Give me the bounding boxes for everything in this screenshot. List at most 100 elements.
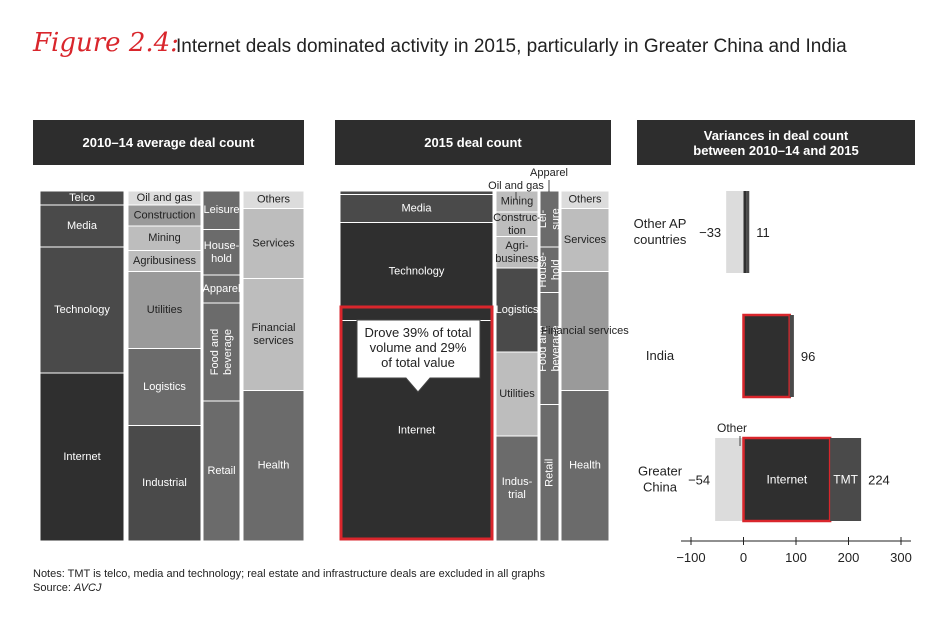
figure-label: Figure 2.4: — [33, 28, 179, 58]
source-name: AVCJ — [73, 582, 102, 594]
right-panel-title-line2: between 2010–14 and 2015 — [693, 142, 859, 158]
variance-positive-value-india: 96 — [801, 349, 815, 364]
left-label-industrial: Industrial — [142, 477, 187, 489]
annotation-oil-and-gas: Oil and gas — [488, 180, 544, 192]
middle-label-retail: Retail — [543, 459, 555, 487]
callout-line-3: of total value — [381, 355, 455, 370]
left-mekko-chart: Telco Media Technology Internet Oil and gas C… — [39, 190, 305, 542]
middle-panel-header: 2015 deal count — [335, 120, 611, 165]
middle-label-mining: Mining — [501, 195, 533, 207]
variance-category-india: India — [646, 348, 675, 363]
variance-bar-negative-other-ap-countries — [726, 191, 744, 273]
variance-positive-value-greater-china: 224 — [868, 473, 890, 488]
middle-label-financial-services: Financial services — [541, 325, 629, 337]
left-segment-technology — [39, 246, 125, 374]
middle-label-logistics: Logistics — [496, 304, 539, 316]
variance-chart: −100 0 100 200 300 Other AP countries −33 11 Indi… — [634, 191, 912, 565]
left-segment-internet — [39, 372, 125, 542]
left-segment-apparel — [202, 274, 241, 304]
left-segment-media — [39, 204, 125, 248]
variance-positive-value-other-ap-countries: 11 — [756, 225, 770, 240]
middle-label-media: Media — [402, 202, 433, 214]
right-panel-header: Variances in deal count between 2010–14 … — [637, 120, 915, 165]
left-label-services: Services — [252, 237, 295, 249]
middle-segment-agribusiness — [495, 236, 539, 269]
middle-label-industrial: Indus-trial — [502, 476, 533, 501]
variance-tick-label: 0 — [740, 550, 747, 565]
middle-label-services: Services — [564, 234, 607, 246]
left-label-food-and-beverage: Food andbeverage — [209, 329, 234, 375]
left-label-health: Health — [258, 460, 290, 472]
left-label-leisure: Leisure — [203, 204, 239, 216]
left-segment-health — [242, 390, 305, 542]
middle-segment-utilities — [495, 351, 539, 437]
left-label-apparel: Apparel — [203, 283, 241, 295]
variance-bar-positive-tail-other-ap-countries — [746, 191, 750, 273]
left-label-others: Others — [257, 194, 291, 206]
left-segment-financial-services — [242, 278, 305, 391]
left-label-construction: Construction — [134, 209, 196, 221]
left-segment-food-and-beverage — [202, 302, 241, 402]
middle-label-internet: Internet — [398, 425, 435, 437]
middle-panel-title: 2015 deal count — [424, 135, 522, 150]
middle-label-utilities: Utilities — [499, 388, 535, 400]
left-panel-header: 2010–14 average deal count — [33, 120, 304, 165]
left-label-household: House-hold — [204, 240, 240, 265]
left-segment-utilities — [127, 271, 202, 349]
left-label-internet: Internet — [63, 451, 100, 463]
left-label-oil-and-gas: Oil and gas — [137, 192, 193, 204]
middle-segment-construction — [495, 211, 539, 237]
middle-segment-logistics — [495, 267, 539, 353]
left-label-media: Media — [67, 220, 98, 232]
left-label-logistics: Logistics — [143, 381, 186, 393]
variance-bar-other — [715, 438, 744, 521]
left-label-technology: Technology — [54, 304, 110, 316]
variance-bar-positive-india — [742, 313, 791, 399]
left-label-financial-services: Financial services — [251, 322, 295, 347]
variance-bar-positive-tail-india — [789, 315, 794, 397]
right-panel-title-line1: Variances in deal count — [703, 127, 849, 143]
callout-line-1: Drove 39% of total — [365, 325, 472, 340]
variance-negative-value-other-ap-countries: −33 — [699, 225, 721, 240]
middle-segment-technology — [339, 222, 494, 321]
callout-box — [356, 319, 481, 393]
middle-label-household: House-hold — [537, 252, 562, 288]
variance-tick-label: −100 — [676, 550, 705, 565]
variance-segment-label-other: Other — [717, 421, 747, 435]
variance-bar-internet — [742, 436, 832, 523]
middle-segment-blank — [339, 190, 494, 195]
internet-highlight — [339, 305, 494, 541]
left-segment-industrial — [127, 425, 202, 542]
left-label-agribusiness: Agribusiness — [133, 255, 196, 267]
callout-line-2: volume and 29% — [370, 340, 467, 355]
variance-category-greater-china: Greater China — [638, 464, 683, 495]
left-segment-leisure — [202, 190, 241, 230]
chart-notes: Notes: TMT is telco, media and technolog… — [33, 567, 545, 595]
source-prefix: Source: — [33, 582, 74, 594]
variance-segment-label-tmt: TMT — [833, 473, 858, 487]
middle-segment-industrial — [495, 435, 539, 542]
variance-segment-label-internet: Internet — [766, 473, 807, 487]
variance-bar-tmt — [830, 438, 862, 521]
variance-tick-label: 200 — [838, 550, 860, 565]
left-label-mining: Mining — [148, 232, 180, 244]
annotation-apparel: Apparel — [530, 167, 568, 179]
middle-label-food-and-beverage: Food andbeverage — [537, 325, 562, 371]
figure-title: Internet deals dominated activity in 201… — [176, 36, 847, 57]
left-segment-retail — [202, 400, 241, 542]
middle-label-construction: Construc-tion — [493, 212, 541, 237]
middle-label-technology: Technology — [389, 265, 445, 277]
middle-segment-financial-services — [560, 271, 610, 391]
source-line: Source: AVCJ — [33, 581, 545, 595]
left-panel-title: 2010–14 average deal count — [82, 135, 255, 150]
middle-label-leisure: Lei-sure — [537, 208, 562, 229]
variance-tick-label: 100 — [785, 550, 807, 565]
middle-segment-health — [560, 390, 610, 542]
notes-text: Notes: TMT is telco, media and technolog… — [33, 568, 545, 580]
variance-tick-label: 300 — [890, 550, 912, 565]
left-label-retail: Retail — [207, 465, 235, 477]
variance-bar-positive-other-ap-countries — [743, 191, 747, 273]
left-label-telco: Telco — [69, 192, 95, 204]
